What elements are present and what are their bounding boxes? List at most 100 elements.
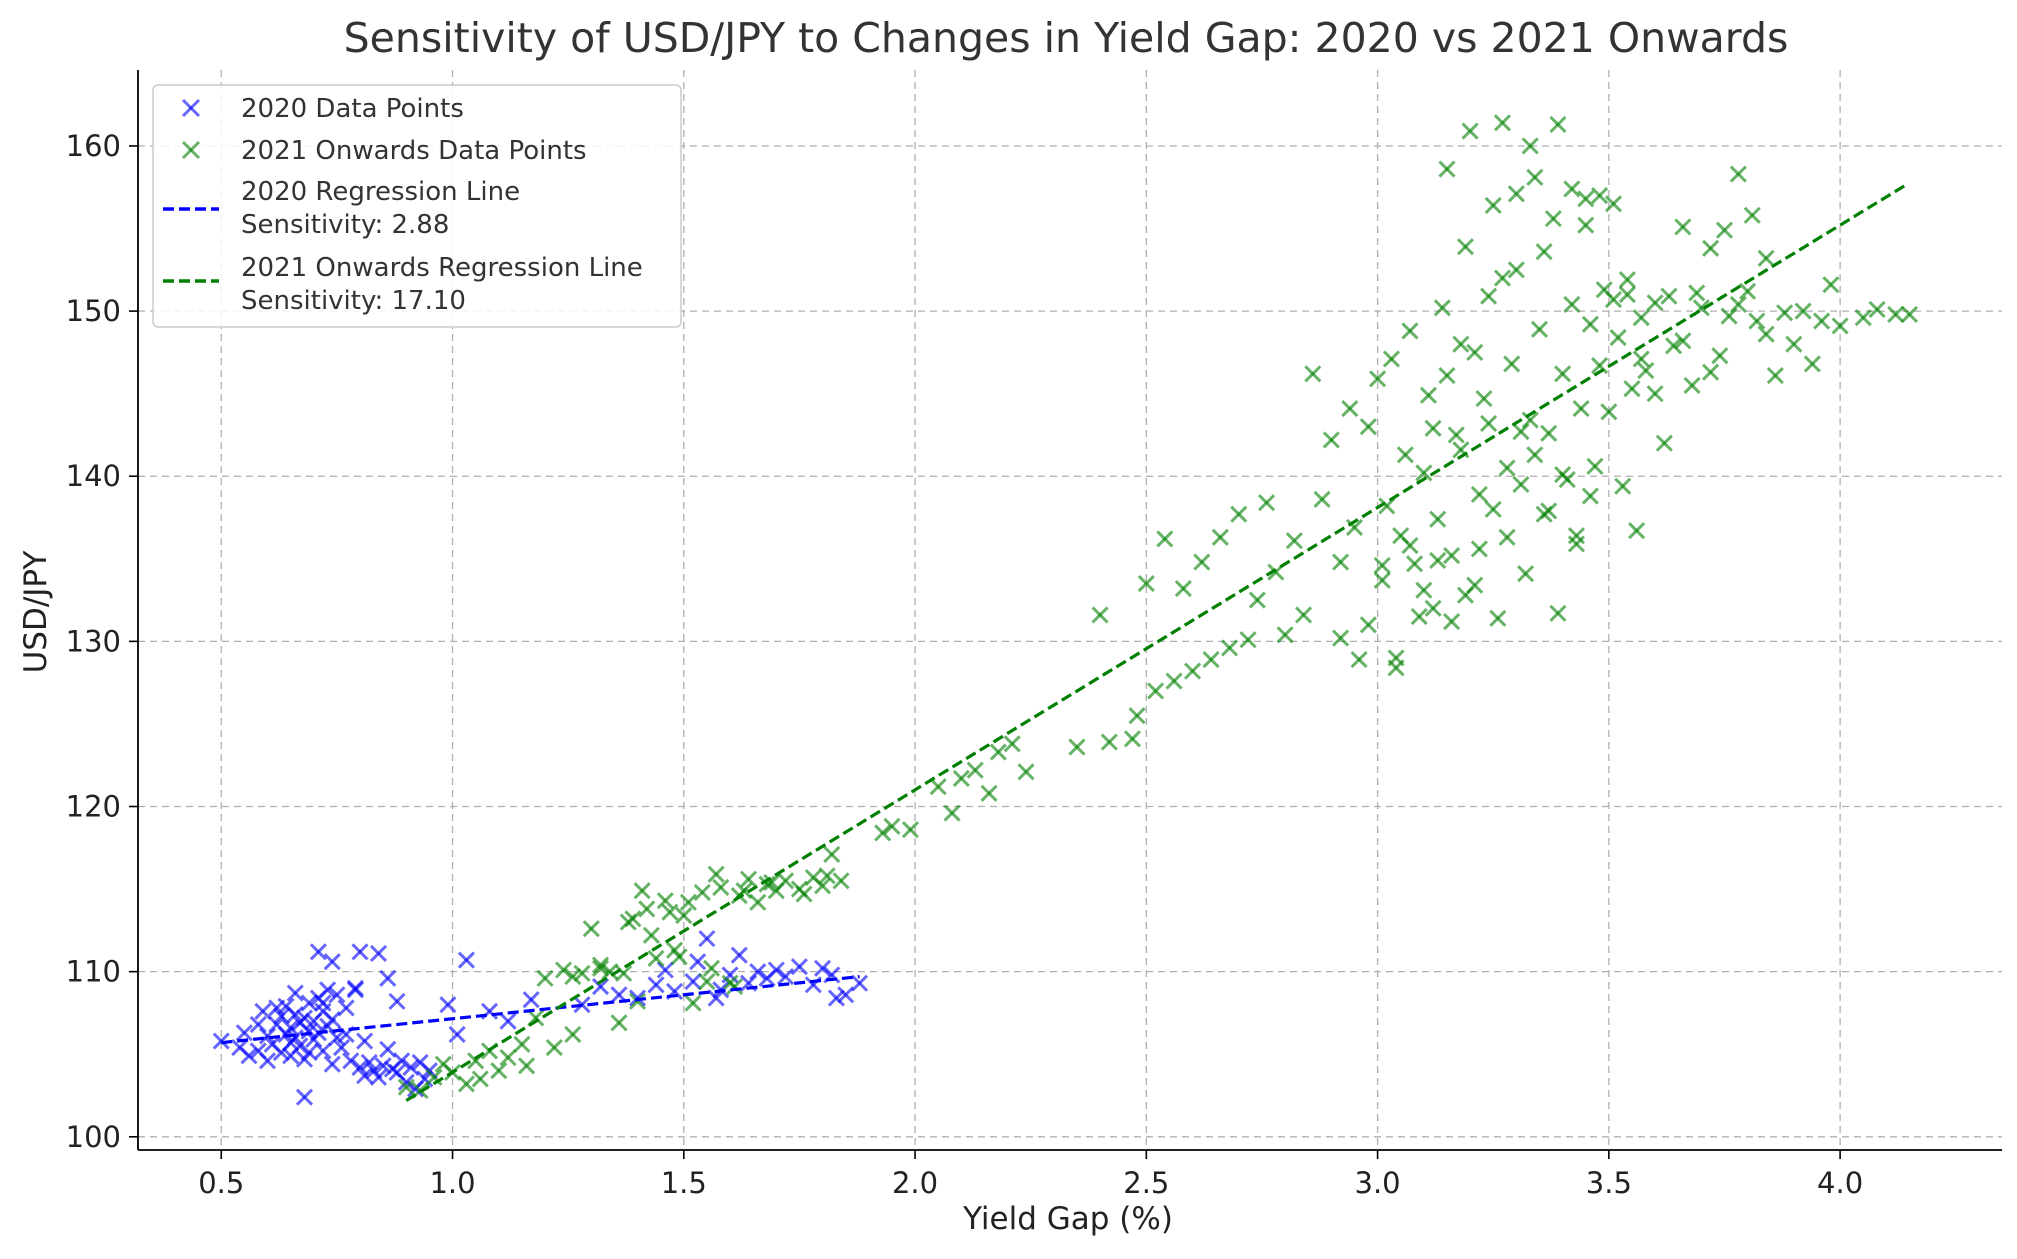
data-point-stroke	[1803, 355, 1821, 373]
data-point	[1359, 616, 1377, 634]
data-point-stroke	[1493, 269, 1512, 287]
data-point-stroke	[628, 992, 647, 1010]
data-point-stroke	[328, 1029, 346, 1047]
data-point-stroke	[1447, 426, 1465, 444]
data-point-stroke	[1581, 315, 1599, 333]
data-point-stroke	[795, 885, 813, 903]
data-point	[582, 920, 600, 938]
data-point	[351, 1058, 369, 1076]
data-point-stroke	[1623, 380, 1641, 398]
data-point-stroke	[1332, 629, 1350, 647]
data-point	[591, 956, 610, 974]
data-point-stroke	[647, 949, 665, 968]
data-point	[235, 1024, 253, 1042]
data-point	[837, 986, 855, 1004]
data-point	[1604, 290, 1623, 309]
data-point-stroke	[1577, 190, 1595, 208]
x-tick-label: 3.5	[1586, 1166, 1632, 1200]
data-point-stroke	[901, 821, 919, 839]
data-point-stroke	[1739, 282, 1757, 300]
data-point-stroke	[1822, 276, 1840, 294]
data-point-stroke	[235, 1024, 253, 1042]
data-point	[1507, 185, 1525, 203]
data-point	[268, 999, 286, 1017]
data-point-stroke	[554, 961, 573, 979]
data-point-stroke	[1517, 565, 1535, 583]
data-point-stroke	[1887, 305, 1905, 323]
data-point-stroke	[1521, 411, 1539, 429]
data-point-stroke	[282, 1019, 300, 1037]
data-point	[1345, 518, 1364, 536]
data-point-stroke	[1017, 763, 1035, 781]
data-point-stroke	[1165, 672, 1183, 690]
data-point	[1632, 350, 1650, 368]
data-point	[1295, 606, 1313, 624]
data-point-stroke	[610, 1014, 628, 1032]
data-point	[989, 743, 1007, 761]
data-point	[684, 972, 702, 991]
data-point-stroke	[929, 778, 947, 796]
data-point-stroke	[1322, 431, 1340, 449]
data-point	[1549, 115, 1567, 134]
chart-title: Sensitivity of USD/JPY to Changes in Yie…	[344, 14, 1789, 62]
data-point-stroke	[1512, 423, 1530, 441]
data-point	[356, 1067, 374, 1085]
data-point-stroke	[425, 1068, 443, 1086]
data-point	[1424, 599, 1442, 617]
y-tick-label: 140	[66, 459, 121, 493]
data-point-stroke	[1415, 464, 1433, 482]
data-point-stroke	[1563, 180, 1581, 198]
data-point-stroke	[1373, 556, 1391, 574]
data-point	[813, 877, 832, 895]
data-point	[767, 961, 785, 979]
data-point-stroke	[1392, 527, 1410, 545]
data-point-stroke	[1683, 376, 1701, 394]
data-point-stroke	[610, 986, 628, 1004]
data-point	[813, 959, 832, 977]
data-point	[1503, 355, 1521, 373]
data-point	[707, 989, 725, 1007]
regression-line-2020	[221, 975, 860, 1045]
data-point-stroke	[1443, 612, 1461, 631]
data-point	[1711, 347, 1729, 365]
legend-box	[152, 84, 682, 328]
data-point	[1887, 305, 1905, 323]
legend-label-2021-sensitivity: Sensitivity: 17.10	[241, 286, 466, 316]
data-point-stroke	[249, 1042, 267, 1060]
data-point	[1794, 302, 1812, 320]
data-point	[1341, 399, 1359, 418]
data-point	[332, 1039, 351, 1057]
data-point-stroke	[1378, 497, 1396, 515]
data-point-stroke	[837, 986, 855, 1004]
data-point	[351, 943, 369, 961]
data-point	[1563, 180, 1581, 198]
data-point-stroke	[1715, 221, 1734, 239]
data-point-stroke	[1549, 115, 1567, 134]
data-point	[1632, 309, 1650, 327]
data-point-stroke	[1674, 332, 1692, 350]
data-point-stroke	[1484, 500, 1502, 518]
data-point	[1258, 494, 1276, 512]
data-point	[1470, 540, 1488, 558]
data-point	[1239, 631, 1257, 649]
data-point-stroke	[1572, 399, 1590, 418]
data-point	[295, 1009, 314, 1027]
data-point	[1526, 168, 1544, 186]
data-point	[601, 963, 619, 981]
data-point-stroke	[1456, 238, 1475, 256]
data-point	[1489, 609, 1507, 627]
data-point-stroke	[1456, 586, 1475, 604]
data-point	[1507, 261, 1525, 279]
data-point	[1540, 502, 1558, 520]
data-point	[1577, 216, 1595, 234]
data-point	[1443, 612, 1461, 631]
data-point-stroke	[314, 1042, 332, 1060]
data-point	[901, 821, 919, 839]
data-point	[1715, 221, 1734, 239]
data-point	[1720, 307, 1738, 325]
data-point-stroke	[1461, 122, 1479, 140]
data-point-stroke	[369, 1068, 388, 1086]
data-point	[1655, 434, 1673, 452]
data-point	[314, 994, 332, 1012]
data-point	[342, 1052, 360, 1070]
